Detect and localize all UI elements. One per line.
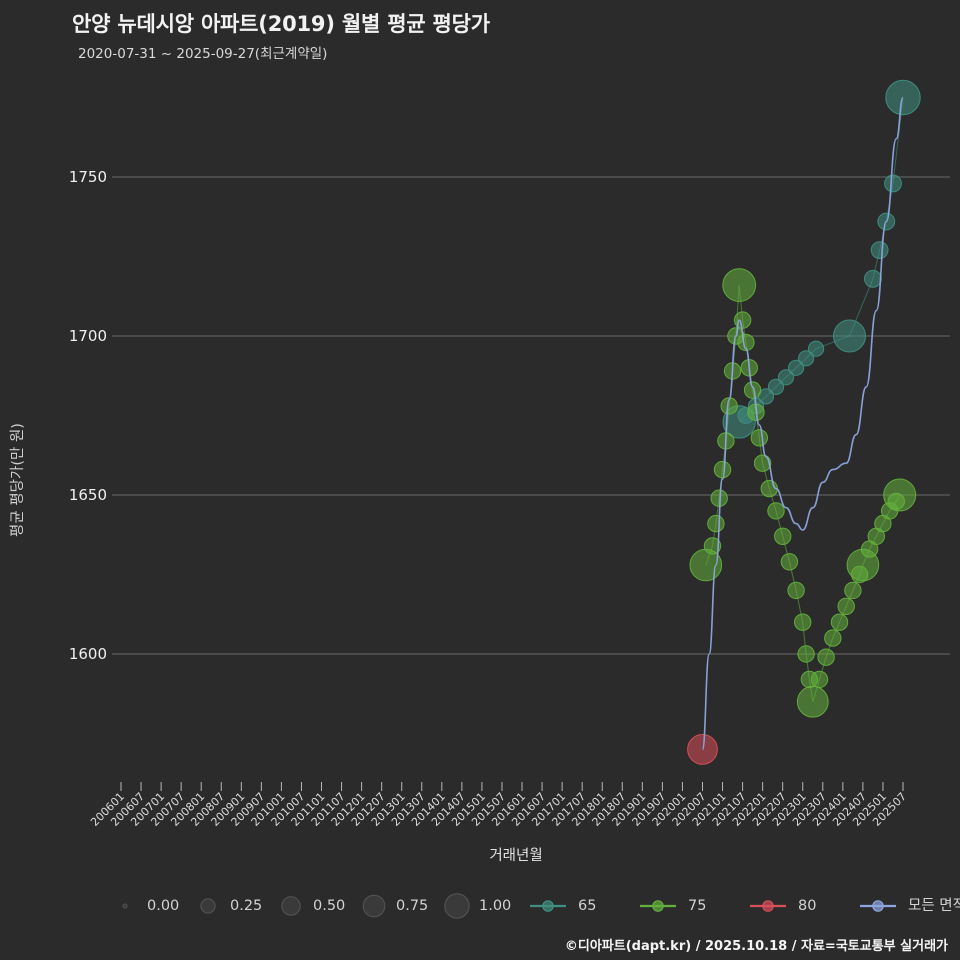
data-point[interactable] <box>870 241 889 260</box>
data-point[interactable] <box>743 381 762 399</box>
data-point[interactable] <box>737 333 755 352</box>
data-point[interactable] <box>788 359 805 376</box>
page-subtitle: 2020-07-31 ~ 2025-09-27(최근계약일) <box>78 46 328 62</box>
data-point[interactable] <box>883 478 917 512</box>
size-legend: 0.00 0.25 0.50 0.75 1.00 <box>122 893 511 919</box>
color-legend-marker[interactable] <box>762 900 774 912</box>
data-point[interactable] <box>798 350 815 367</box>
series-line <box>738 97 904 423</box>
data-point[interactable] <box>787 581 805 600</box>
data-point[interactable] <box>720 397 738 415</box>
size-legend-marker <box>444 893 470 919</box>
data-point[interactable] <box>767 378 785 395</box>
size-legend-marker <box>200 898 216 914</box>
y-axis-title: 평균 평당가(만 원) <box>9 423 26 537</box>
data-point[interactable] <box>797 645 815 663</box>
size-legend-label: 0.50 <box>313 898 345 914</box>
data-point[interactable] <box>750 429 768 447</box>
data-point[interactable] <box>780 553 799 571</box>
data-point[interactable] <box>810 670 829 689</box>
average-line <box>701 96 904 751</box>
data-point[interactable] <box>884 174 902 193</box>
size-legend-marker <box>281 896 301 916</box>
data-point[interactable] <box>864 269 882 288</box>
y-tick-label: 1750 <box>69 168 107 186</box>
size-legend-marker <box>122 903 128 909</box>
data-point[interactable] <box>830 613 849 631</box>
data-point[interactable] <box>733 311 752 329</box>
color-legend-label: 80 <box>798 898 816 914</box>
series-group <box>687 79 921 765</box>
data-point[interactable] <box>833 319 866 353</box>
data-point[interactable] <box>753 454 772 472</box>
color-legend-label: 모든 면적대 평균값 <box>908 897 960 914</box>
data-point[interactable] <box>844 581 862 600</box>
x-axis-title: 거래년월 <box>489 847 542 864</box>
data-point[interactable] <box>767 502 785 520</box>
color-legend-marker[interactable] <box>872 900 884 912</box>
size-legend-label: 0.25 <box>230 898 262 914</box>
data-point[interactable] <box>808 340 825 357</box>
data-point[interactable] <box>774 527 792 545</box>
size-legend-label: 1.00 <box>479 898 511 914</box>
size-legend-marker <box>362 894 386 918</box>
color-legend-label: 75 <box>688 898 706 914</box>
y-tick-label: 1700 <box>69 327 107 345</box>
data-point[interactable] <box>713 460 732 479</box>
data-point[interactable] <box>689 548 723 582</box>
y-tick-label: 1600 <box>69 645 107 663</box>
y-tick-label: 1650 <box>69 486 107 504</box>
data-point[interactable] <box>837 597 855 615</box>
size-legend-label: 0.75 <box>396 898 428 914</box>
series-모든-면적대-평균값 <box>701 96 904 751</box>
data-point[interactable] <box>824 629 842 647</box>
color-legend-marker[interactable] <box>652 900 664 912</box>
color-legend-marker[interactable] <box>542 900 554 912</box>
page-title: 안양 뉴데시앙 아파트(2019) 월별 평균 평당가 <box>72 12 490 36</box>
color-legend-label: 65 <box>578 898 596 914</box>
series-65 <box>722 79 921 439</box>
data-point[interactable] <box>817 648 835 666</box>
footer-credit: ©디아파트(dapt.kr) / 2025.10.18 / 자료=국토교통부 실… <box>564 939 948 954</box>
color-legend: 65 75 80 모든 면적대 평균값 <box>530 897 960 914</box>
data-point[interactable] <box>707 514 725 533</box>
size-legend-label: 0.00 <box>147 898 179 914</box>
data-point[interactable] <box>777 369 795 386</box>
data-point[interactable] <box>796 685 829 718</box>
data-point[interactable] <box>703 537 722 555</box>
data-point[interactable] <box>794 613 812 631</box>
data-point[interactable] <box>722 268 757 303</box>
